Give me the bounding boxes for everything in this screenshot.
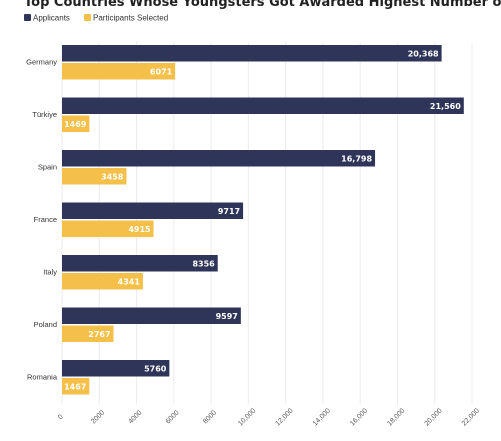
- legend-swatch-0: [24, 14, 31, 21]
- x-tick-label-9: 18,000: [386, 407, 406, 427]
- data-label-0-5: 9597: [216, 312, 238, 321]
- legend-label-1: Participants Selected: [93, 14, 168, 23]
- category-label-3: France: [34, 215, 57, 224]
- data-label-1-3: 4915: [128, 225, 151, 234]
- bar-1-6: [62, 378, 90, 395]
- data-label-1-0: 6071: [150, 67, 173, 76]
- category-label-4: Italy: [43, 268, 57, 277]
- data-label-0-3: 9717: [218, 207, 240, 216]
- chart-title: Top Countries Whose Youngsters Got Award…: [24, 0, 501, 10]
- bar-0-4: [62, 255, 218, 272]
- x-tick-label-10: 20,000: [424, 407, 444, 427]
- legend-label-0: Applicants: [33, 14, 70, 23]
- data-label-1-2: 3458: [101, 172, 124, 181]
- category-label-0: Germany: [26, 58, 57, 67]
- x-tick-label-6: 12,000: [275, 407, 295, 427]
- x-tick-label-3: 6000: [165, 409, 181, 425]
- x-tick-label-11: 22,000: [461, 407, 481, 427]
- data-label-0-0: 20,368: [408, 49, 439, 58]
- data-label-0-2: 16,798: [341, 154, 372, 163]
- x-tick-label-2: 4000: [128, 409, 144, 425]
- bar-1-4: [62, 273, 143, 290]
- data-label-0-6: 5760: [144, 364, 167, 373]
- bar-0-6: [62, 360, 170, 377]
- bar-1-1: [62, 115, 90, 132]
- bar-0-3: [62, 202, 244, 219]
- data-label-1-6: 1467: [64, 382, 86, 391]
- bar-1-5: [62, 325, 114, 342]
- x-tick-label-4: 8000: [202, 409, 218, 425]
- bars: 20,368 6071 21,560 1469 16,798 3458 9717 4915 83…: [62, 45, 464, 395]
- x-tick-label-0: 0: [57, 414, 65, 422]
- category-labels: Germany Türkiye Spain France Italy Poland Roma…: [26, 58, 58, 382]
- data-label-0-4: 8356: [192, 259, 215, 268]
- category-label-5: Poland: [34, 320, 57, 329]
- bar-0-1: [62, 97, 464, 114]
- bar-0-2: [62, 150, 376, 167]
- legend: Applicants Participants Selected: [24, 14, 168, 23]
- x-tick-label-8: 16,000: [349, 407, 369, 427]
- x-tick-label-1: 2000: [90, 409, 106, 425]
- category-label-1: Türkiye: [32, 110, 57, 119]
- bar-0-0: [62, 45, 442, 62]
- bar-1-0: [62, 63, 176, 80]
- x-tick-label-5: 10,000: [237, 407, 257, 427]
- bar-0-5: [62, 307, 241, 324]
- legend-swatch-1: [84, 14, 91, 21]
- bar-1-3: [62, 220, 154, 237]
- category-label-6: Romania: [27, 373, 58, 382]
- data-label-1-1: 1469: [64, 120, 87, 129]
- data-label-0-1: 21,560: [430, 102, 461, 111]
- data-label-1-4: 4341: [118, 277, 141, 286]
- bar-1-2: [62, 168, 127, 185]
- data-label-1-5: 2767: [88, 330, 110, 339]
- category-label-2: Spain: [38, 163, 57, 172]
- x-axis-ticks: 0 2000 4000 6000 8000 10,000 12,000 14,000 16,00…: [57, 407, 481, 427]
- x-tick-label-7: 14,000: [312, 407, 332, 427]
